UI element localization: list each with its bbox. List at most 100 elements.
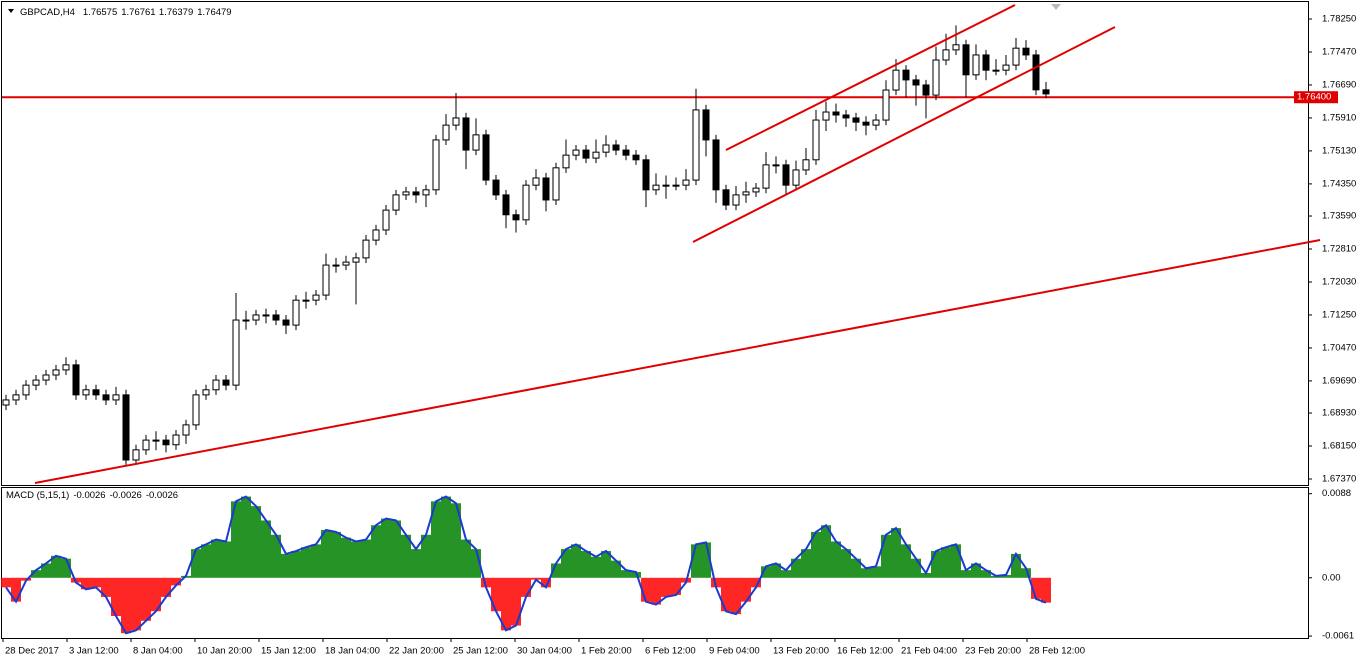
price-panel (1, 1, 1309, 486)
candle-body (302, 299, 310, 302)
y-tick-label: 0.0088 (1322, 488, 1351, 499)
histogram-bar (41, 563, 51, 578)
candle-body (402, 191, 410, 196)
candle-body (542, 177, 550, 201)
candle-body (582, 149, 590, 159)
candle-body (862, 121, 870, 126)
histogram-bar (541, 577, 551, 588)
candle-body (782, 164, 790, 186)
y-tick-label: 1.72030 (1322, 276, 1356, 287)
histogram-bar (371, 525, 381, 578)
histogram-bar (861, 568, 871, 578)
candle-body (712, 139, 720, 191)
candle-body (502, 194, 510, 216)
histogram-bar (321, 530, 331, 578)
candle-body (472, 134, 480, 151)
histogram-bar (621, 570, 631, 578)
histogram-bar (501, 577, 511, 631)
histogram-bar (981, 570, 991, 578)
shift-marker (1051, 4, 1061, 10)
histogram-bar (921, 573, 931, 578)
candle-body (32, 379, 40, 386)
candle-body (202, 389, 210, 396)
candle-body (132, 449, 140, 461)
candle-body (552, 167, 560, 201)
histogram-bar (341, 537, 351, 578)
y-tick-label: 1.76690 (1322, 79, 1356, 90)
histogram-bar (241, 496, 251, 578)
candle-body (382, 209, 390, 231)
x-tick-label: 28 Dec 2017 (5, 646, 59, 657)
x-tick-label: 10 Jan 20:00 (197, 646, 252, 657)
candle-body (812, 119, 820, 161)
candle-body (622, 149, 630, 156)
histogram-bar (281, 553, 291, 578)
candle-body (952, 44, 960, 51)
histogram-bar (401, 534, 411, 578)
candle-body (652, 184, 660, 191)
y-tick-label: 1.75910 (1322, 112, 1356, 123)
x-tick-label: 3 Jan 12:00 (69, 646, 119, 657)
candle-body (662, 184, 670, 187)
candle-body (442, 124, 450, 141)
ohlc-value: 1.76379 (159, 7, 193, 18)
y-tick-label: 1.67370 (1322, 474, 1356, 485)
candle-body (752, 187, 760, 193)
candle-body (912, 79, 920, 86)
x-tick-label: 16 Feb 12:00 (837, 646, 893, 657)
candle-body (962, 44, 970, 76)
y-tick-label: 1.72810 (1322, 244, 1356, 255)
indicator-name: MACD (5,15,1) (6, 490, 69, 501)
candle-body (972, 54, 980, 76)
menu-arrow[interactable] (8, 9, 14, 13)
histogram-bar (101, 577, 111, 597)
histogram-bar (171, 577, 181, 586)
x-tick-label: 28 Feb 12:00 (1029, 646, 1085, 657)
histogram-bar (641, 577, 651, 602)
symbol: GBPCAD,H4 (20, 7, 75, 18)
histogram-bar (601, 551, 611, 578)
candle-body (272, 314, 280, 321)
histogram-bar (811, 531, 821, 578)
histogram-bar (881, 534, 891, 578)
indicator-title: MACD (5,15,1) -0.0026 -0.0026 -0.0026 (6, 490, 178, 501)
candle-body (112, 394, 120, 401)
histogram-bar (931, 551, 941, 578)
candle-body (902, 69, 910, 81)
candle-body (642, 159, 650, 191)
candle-body (612, 144, 620, 151)
y-tick-label: 1.71250 (1322, 309, 1356, 320)
y-tick-label: 1.75130 (1322, 145, 1356, 156)
histogram-bar (961, 570, 971, 578)
candle-body (192, 394, 200, 426)
histogram-bar (231, 501, 241, 578)
candle-body (822, 111, 830, 121)
histogram-bar (831, 541, 841, 578)
y-tick-label: 1.78250 (1322, 14, 1356, 25)
candle-body (362, 239, 370, 259)
histogram-bar (971, 563, 981, 578)
candle-body (632, 154, 640, 161)
histogram-bar (81, 577, 91, 590)
candle-body (852, 117, 860, 123)
histogram-bar (121, 577, 131, 634)
x-tick-label: 18 Jan 04:00 (325, 646, 380, 657)
trend-lines (34, 4, 1321, 484)
candle-body (1022, 47, 1030, 56)
histogram-bar (301, 547, 311, 578)
ohlc-value: 1.76761 (121, 7, 155, 18)
candle-body (322, 264, 330, 296)
ohlc-value: 1.76479 (197, 7, 231, 18)
x-tick-label: 30 Jan 04:00 (517, 646, 572, 657)
candle-body (92, 389, 100, 396)
histogram-bar (61, 558, 71, 578)
candle-body (742, 191, 750, 196)
histogram-bar (661, 577, 671, 597)
candle-body (292, 299, 300, 326)
histogram-bar (821, 525, 831, 578)
histogram-bar (701, 542, 711, 578)
candle-body (452, 117, 460, 126)
x-tick-label: 1 Feb 20:00 (581, 646, 632, 657)
histogram-bar (141, 577, 151, 621)
candle-body (332, 264, 340, 267)
